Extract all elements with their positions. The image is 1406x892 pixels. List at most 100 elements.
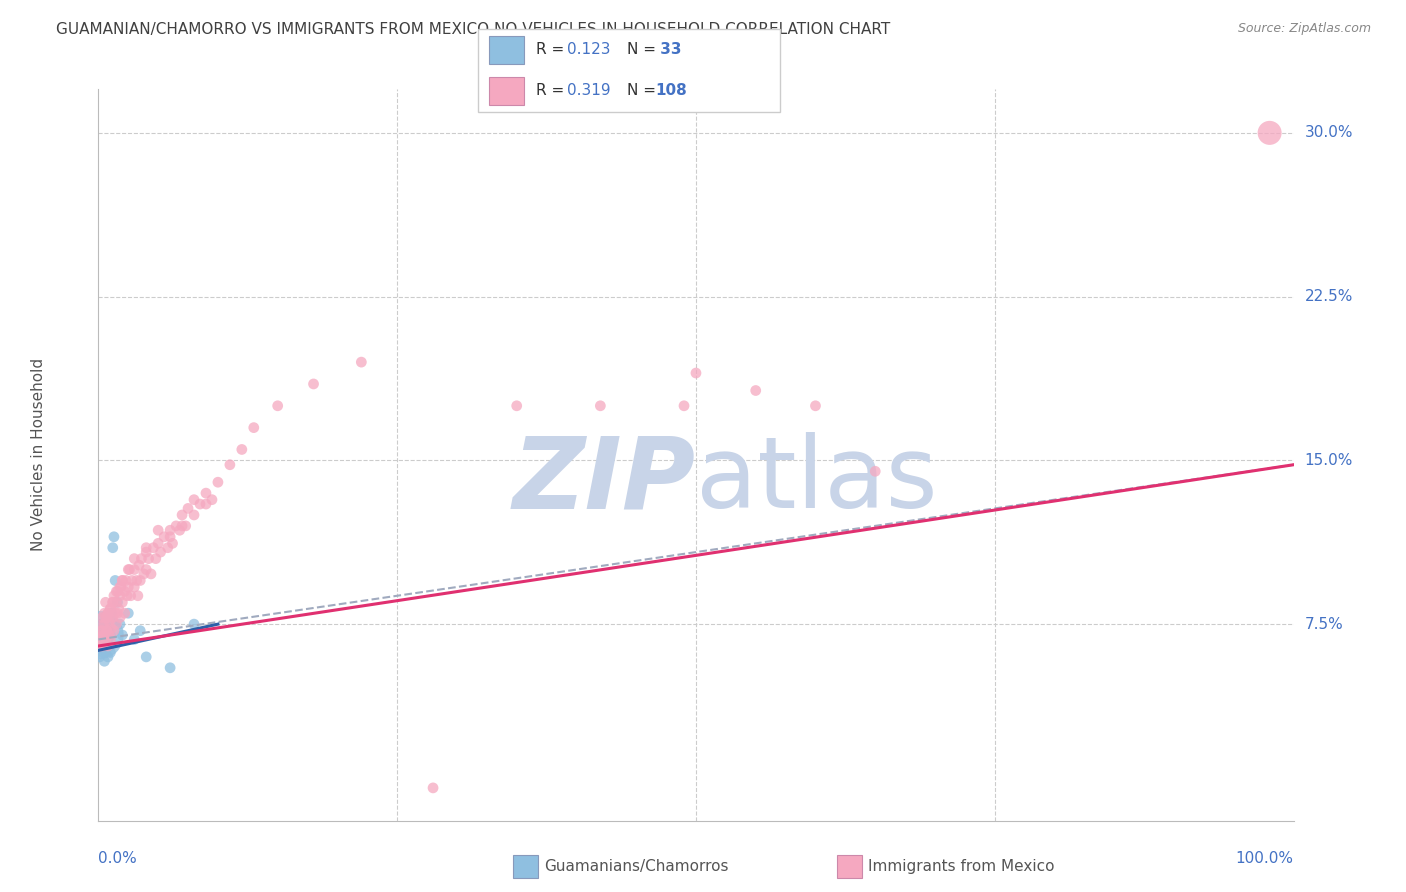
Point [231, 442, 253, 457]
Point [121, 574, 143, 588]
Point [148, 523, 170, 537]
Point [114, 606, 136, 620]
Point [91, 610, 114, 624]
Point [111, 628, 134, 642]
Point [89, 639, 111, 653]
Point [156, 541, 179, 555]
Point [745, 384, 768, 398]
Point [865, 464, 887, 478]
Point [97, 606, 120, 620]
Point [105, 595, 128, 609]
Point [148, 536, 170, 550]
Point [94, 632, 117, 647]
Point [183, 492, 205, 507]
Point [93, 654, 115, 668]
Point [201, 492, 224, 507]
Point [103, 589, 125, 603]
Point [91, 628, 114, 642]
Point [125, 574, 148, 588]
Point [589, 399, 612, 413]
Point [350, 355, 373, 369]
Point [107, 584, 129, 599]
Point [96, 624, 118, 638]
Point [128, 558, 150, 573]
Point [172, 519, 194, 533]
Point [108, 580, 131, 594]
Point [93, 617, 115, 632]
Point [135, 563, 157, 577]
Point [302, 376, 325, 391]
Point [135, 541, 157, 555]
Point [110, 580, 132, 594]
Point [93, 617, 115, 632]
Text: 15.0%: 15.0% [1305, 453, 1353, 468]
Point [117, 606, 139, 620]
Point [105, 584, 128, 599]
Point [90, 624, 112, 638]
Point [135, 649, 157, 664]
Point [207, 475, 229, 490]
Point [159, 523, 181, 537]
Point [90, 639, 112, 653]
Point [103, 530, 125, 544]
Point [101, 541, 124, 555]
Point [91, 628, 114, 642]
Point [162, 536, 184, 550]
Point [131, 551, 153, 566]
Point [101, 610, 124, 624]
Point [104, 574, 127, 588]
Text: N =: N = [627, 84, 661, 98]
Point [132, 566, 155, 581]
Text: 33: 33 [655, 43, 682, 57]
Point [98, 610, 121, 624]
Point [104, 606, 127, 620]
Point [97, 606, 120, 620]
Text: R =: R = [536, 84, 569, 98]
Point [89, 649, 111, 664]
Text: 100.0%: 100.0% [1236, 851, 1294, 866]
Point [107, 595, 129, 609]
Point [101, 595, 124, 609]
Point [111, 574, 134, 588]
Text: 22.5%: 22.5% [1305, 289, 1353, 304]
Point [124, 580, 146, 594]
Point [103, 624, 125, 638]
Point [94, 595, 117, 609]
Text: atlas: atlas [696, 432, 938, 529]
Point [149, 545, 172, 559]
Point [98, 646, 122, 660]
Text: 7.5%: 7.5% [1305, 616, 1343, 632]
Point [138, 551, 160, 566]
Point [89, 632, 111, 647]
Text: No Vehicles in Household: No Vehicles in Household [31, 359, 46, 551]
Text: Guamanians/Chamorros: Guamanians/Chamorros [544, 859, 728, 874]
Point [108, 617, 131, 632]
Point [98, 639, 121, 653]
Point [422, 780, 444, 795]
Point [93, 628, 115, 642]
Point [195, 486, 218, 500]
Point [117, 580, 139, 594]
Text: Source: ZipAtlas.com: Source: ZipAtlas.com [1237, 22, 1371, 36]
Point [105, 617, 128, 632]
Point [93, 606, 115, 620]
Text: 30.0%: 30.0% [1305, 126, 1353, 140]
Point [98, 624, 121, 638]
Text: Immigrants from Mexico: Immigrants from Mexico [868, 859, 1054, 874]
Text: N =: N = [627, 43, 661, 57]
Point [97, 649, 120, 664]
Point [91, 632, 114, 647]
Point [90, 617, 112, 632]
Point [93, 632, 115, 647]
Point [685, 366, 707, 380]
Point [96, 610, 118, 624]
Point [159, 661, 181, 675]
Point [243, 420, 266, 434]
Point [114, 584, 136, 599]
Point [172, 508, 194, 522]
Text: 0.123: 0.123 [567, 43, 610, 57]
Point [145, 551, 167, 566]
Point [100, 606, 122, 620]
Point [142, 541, 165, 555]
Point [101, 595, 124, 609]
